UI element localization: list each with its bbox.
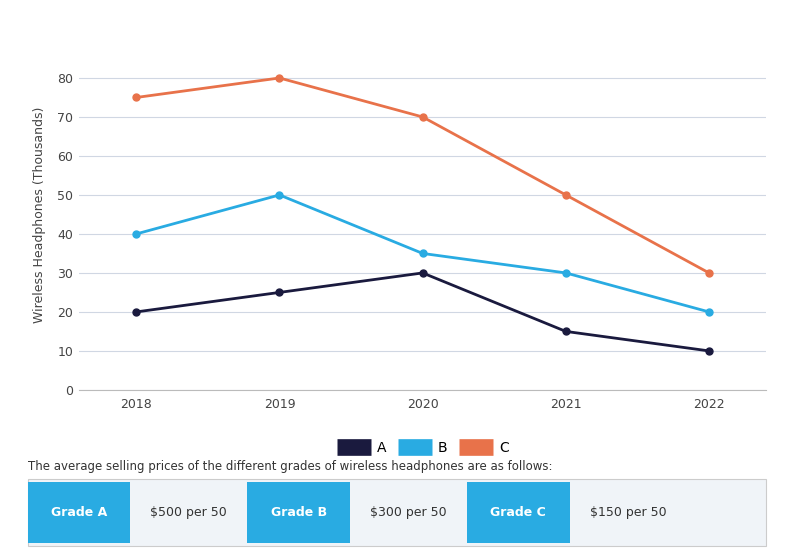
Text: $300 per 50: $300 per 50 (371, 506, 446, 519)
Text: $150 per 50: $150 per 50 (590, 506, 666, 519)
Text: Grade B: Grade B (270, 506, 327, 519)
Legend: A, B, C: A, B, C (331, 436, 514, 461)
Text: $500 per 50: $500 per 50 (150, 506, 228, 519)
Text: The average selling prices of the different grades of wireless headphones are as: The average selling prices of the differ… (28, 460, 552, 472)
Text: Grade A: Grade A (51, 506, 107, 519)
Text: Grade C: Grade C (491, 506, 546, 519)
Y-axis label: Wireless Headphones (Thousands): Wireless Headphones (Thousands) (33, 106, 47, 323)
